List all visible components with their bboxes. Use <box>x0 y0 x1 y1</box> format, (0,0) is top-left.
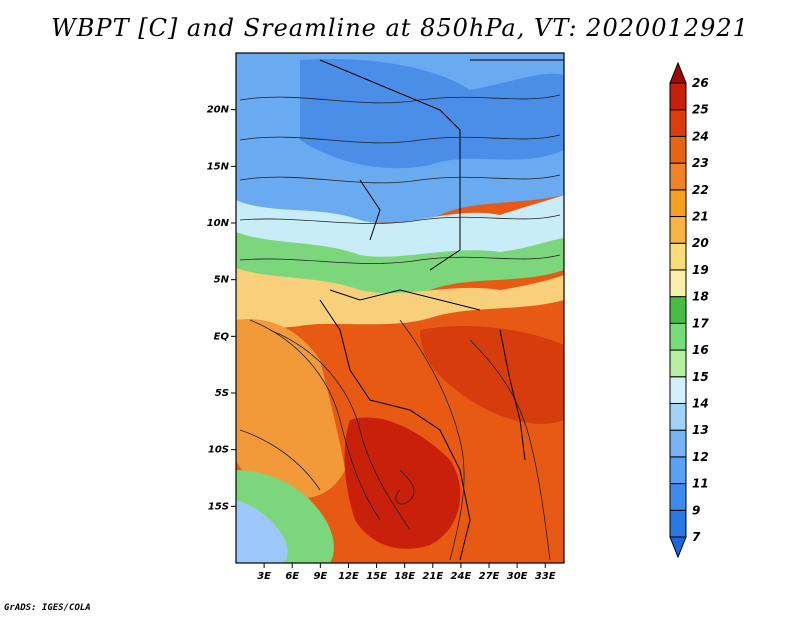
streamlines <box>239 94 561 561</box>
plot-frame <box>235 52 565 564</box>
colorbar-label: 14 <box>692 396 709 410</box>
lon-tick-label: 33E <box>535 571 556 582</box>
lon-tick-label: 27E <box>479 571 500 582</box>
lat-tick-label: 15S <box>208 501 229 512</box>
colorbar-label: 20 <box>692 236 709 250</box>
colorbar-label: 25 <box>692 103 709 117</box>
colorbar-segment <box>669 242 687 271</box>
lon-tick-label: 30E <box>507 571 528 582</box>
colorbar-label: 12 <box>692 450 709 464</box>
lat-tick-label: 10N <box>207 218 230 229</box>
colorbar-segment <box>669 349 687 378</box>
lat-tick-label: 15N <box>207 161 230 172</box>
lon-tick-label: 15E <box>366 571 387 582</box>
colorbar-segment <box>669 189 687 218</box>
colorbar-segment <box>669 82 687 111</box>
lat-tick-label: 20N <box>207 105 230 116</box>
colorbar-label: 13 <box>692 423 709 437</box>
lon-tick-label: 3E <box>257 571 271 582</box>
lon-tick-label: 24E <box>451 571 472 582</box>
lat-tick-label: EQ <box>214 331 230 342</box>
colorbar-segment <box>669 536 687 559</box>
colorbar-segment <box>669 456 687 485</box>
colorbar: 7 9 11 12 13 14 15 16 17 18 19 20 21 22 23 24 25 26 <box>669 61 709 559</box>
lon-tick-label: 9E <box>313 571 327 582</box>
colorbar-label: 18 <box>692 290 709 304</box>
temperature-field <box>236 53 564 563</box>
colorbar-label: 9 <box>692 503 700 517</box>
colorbar-label: 11 <box>692 477 709 491</box>
longitude-axis: 3E 6E 9E 12E 15E 18E 21E 24E 27E 30E 33E <box>257 563 556 582</box>
colorbar-segment <box>669 402 687 431</box>
colorbar-label: 24 <box>692 129 709 143</box>
colorbar-label: 17 <box>692 316 709 330</box>
colorbar-segment <box>669 109 687 137</box>
colorbar-label: 26 <box>692 76 709 90</box>
colorbar-segment <box>669 162 687 191</box>
colorbar-label: 16 <box>692 343 709 357</box>
map-title: WBPT [C] and Sreamline at 850hPa, VT: 20… <box>51 14 749 42</box>
colorbar-label: 15 <box>692 370 709 384</box>
lon-tick-label: 21E <box>422 571 443 582</box>
colorbar-segment <box>669 135 687 164</box>
colorbar-label: 19 <box>692 263 709 277</box>
colorbar-segment <box>669 216 687 244</box>
lon-tick-label: 6E <box>285 571 299 582</box>
colorbar-segment <box>669 429 687 458</box>
colorbar-label: 23 <box>692 156 709 170</box>
colorbar-segment <box>669 296 687 324</box>
colorbar-segment <box>669 483 687 511</box>
country-borders <box>319 59 564 561</box>
colorbar-segment <box>669 61 687 84</box>
colorbar-segment <box>669 322 687 351</box>
colorbar-label: 7 <box>692 530 701 544</box>
lon-tick-label: 18E <box>394 571 415 582</box>
colorbar-label: 21 <box>692 210 709 224</box>
lat-tick-label: 5S <box>215 388 229 399</box>
colorbar-label: 22 <box>692 183 709 197</box>
colorbar-segment <box>669 269 687 298</box>
lat-tick-label: 5N <box>214 275 230 286</box>
grads-credit: GrADS: IGES/COLA <box>4 603 91 613</box>
colorbar-segment <box>669 509 687 538</box>
lon-tick-label: 12E <box>338 571 359 582</box>
latitude-axis: 20N 15N 10N 5N EQ 5S 10S 15S <box>207 105 236 512</box>
colorbar-segment <box>669 376 687 404</box>
lat-tick-label: 10S <box>208 445 229 456</box>
